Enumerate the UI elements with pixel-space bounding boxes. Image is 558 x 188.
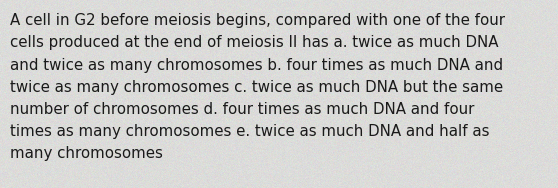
Text: many chromosomes: many chromosomes <box>10 146 163 161</box>
Text: A cell in G2 before meiosis begins, compared with one of the four: A cell in G2 before meiosis begins, comp… <box>10 13 505 28</box>
Text: and twice as many chromosomes b. four times as much DNA and: and twice as many chromosomes b. four ti… <box>10 58 503 73</box>
Text: number of chromosomes d. four times as much DNA and four: number of chromosomes d. four times as m… <box>10 102 474 117</box>
Text: cells produced at the end of meiosis II has a. twice as much DNA: cells produced at the end of meiosis II … <box>10 35 498 50</box>
Text: twice as many chromosomes c. twice as much DNA but the same: twice as many chromosomes c. twice as mu… <box>10 80 503 95</box>
Text: times as many chromosomes e. twice as much DNA and half as: times as many chromosomes e. twice as mu… <box>10 124 489 139</box>
